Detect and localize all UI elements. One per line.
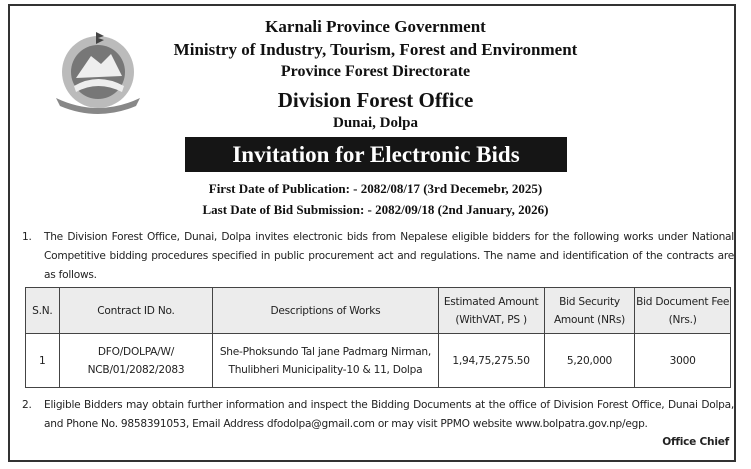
paragraph-1: 1. The Division Forest Office, Dunai, Do… [22,228,734,285]
header-bid-security: Bid Security Amount (NRs) [543,287,636,334]
signature-office-chief: Office Chief [662,436,729,448]
header-estimated-amount: Estimated Amount (WithVAT, PS ) [437,287,545,334]
directorate-name: Province Forest Directorate [280,63,471,80]
notice-border [8,4,736,462]
contracts-table: S.N. Contract ID No. Descriptions of Wor… [25,287,731,388]
table-header-row: S.N. Contract ID No. Descriptions of Wor… [25,287,731,334]
nepal-emblem-icon [56,32,140,114]
header-document-fee: Bid Document Fee (Nrs.) [634,287,731,334]
cell-description: She-Phoksundo Tal jane Padmarg Nirman, T… [212,333,439,388]
publication-date: First Date of Publication: - 2082/08/17 … [208,181,543,196]
ministry-name: Ministry of Industry, Tourism, Forest an… [173,40,578,59]
table-row: 1 DFO/DOLPA/W/ NCB/01/2082/2083 She-Phok… [25,333,731,388]
government-name: Karnali Province Government [265,17,486,36]
header-description: Descriptions of Works [212,287,439,334]
notice-title: Invitation for Electronic Bids [185,137,567,172]
office-location: Dunai, Dolpa [332,115,419,131]
cell-bid-security: 5,20,000 [543,333,636,388]
header-sn: S.N. [25,287,60,334]
cell-sn: 1 [25,333,60,388]
submission-date: Last Date of Bid Submission: - 2082/09/1… [202,202,549,217]
header-contract-id: Contract ID No. [58,287,214,334]
paragraph-text: Eligible Bidders may obtain further info… [44,399,734,430]
cell-estimated-amount: 1,94,75,275.50 [437,333,545,388]
cell-contract-id: DFO/DOLPA/W/ NCB/01/2082/2083 [58,333,214,388]
paragraph-2: 2. Eligible Bidders may obtain further i… [22,396,734,434]
office-name: Division Forest Office [277,88,474,112]
paragraph-number: 2. [22,399,32,411]
cell-document-fee: 3000 [634,333,731,388]
paragraph-number: 1. [22,231,32,243]
paragraph-text: The Division Forest Office, Dunai, Dolpa… [44,231,734,281]
